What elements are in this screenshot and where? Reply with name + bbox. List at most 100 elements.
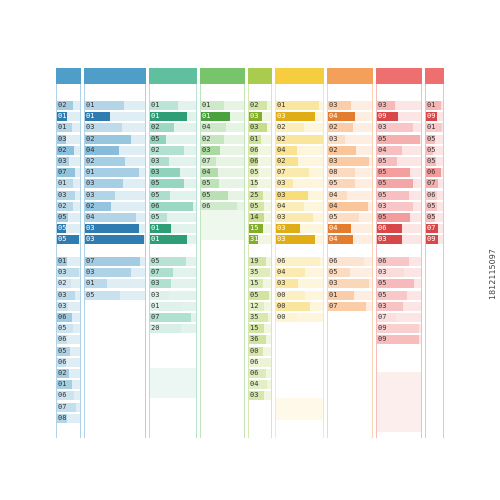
cell-bar-col-a-seg1-8	[57, 191, 75, 200]
cell-number-col-f-seg1-5: 02	[277, 157, 286, 165]
cell-number-col-e-seg2-7: 36	[250, 335, 259, 343]
cell-number-col-h-seg2-4: 03	[378, 302, 387, 310]
cell-bar-col-d-seg1-1	[201, 112, 230, 121]
cell-number-col-h-seg2-5: 07	[378, 313, 387, 321]
cell-number-col-h-seg1-4: 04	[378, 146, 387, 154]
cell-number-col-e-seg1-10: 14	[250, 213, 259, 221]
cell-bar-col-g-seg1-4	[328, 146, 356, 155]
cell-number-col-a-seg1-7: 01	[58, 179, 67, 187]
empty-block-0	[150, 368, 196, 398]
cell-number-col-e-seg2-5: 35	[250, 313, 259, 321]
cell-bar-col-a-seg1-12	[57, 235, 79, 244]
cell-bar-col-c-seg1-5	[150, 157, 169, 166]
column-guide-col-b-l	[84, 84, 85, 438]
cell-bar-col-b-seg2-3	[85, 291, 120, 300]
cell-bar-col-e-seg2-8	[249, 347, 263, 356]
cell-number-col-e-seg1-9: 05	[250, 202, 259, 210]
cell-bar-col-f-seg2-1	[276, 268, 305, 277]
cell-number-col-b-seg1-5: 02	[86, 157, 95, 165]
cell-number-col-f-seg1-1: 03	[277, 112, 286, 120]
column-guide-col-c-l	[149, 84, 150, 438]
cell-number-col-h-seg2-6: 09	[378, 324, 387, 332]
cell-bar-col-h-seg1-2	[377, 123, 413, 132]
cell-number-col-h-seg2-7: 09	[378, 335, 387, 343]
cell-number-col-g-seg1-9: 04	[329, 202, 338, 210]
cell-number-col-a-seg2-10: 02	[58, 369, 67, 377]
header-bar-col-c	[149, 68, 197, 84]
cell-bar-col-e-seg1-12	[249, 235, 258, 244]
cell-number-col-e-seg1-7: 15	[250, 179, 259, 187]
cell-bar-col-b-seg1-11	[85, 224, 139, 233]
cell-number-col-i-seg1-9: 05	[427, 202, 436, 210]
cell-number-col-f-seg2-1: 04	[277, 268, 286, 276]
cell-number-col-h-seg1-11: 06	[378, 224, 387, 232]
cell-bg-col-g-seg1-8	[328, 191, 372, 200]
cell-bar-col-h-seg1-7	[377, 179, 413, 188]
cell-bar-col-g-seg1-3	[328, 135, 345, 144]
cell-number-col-f-seg1-0: 01	[277, 101, 286, 109]
cell-number-col-c-seg1-9: 06	[151, 202, 160, 210]
cell-number-col-g-seg2-0: 06	[329, 257, 338, 265]
cell-bg-col-c-seg1-5	[150, 157, 196, 166]
cell-number-col-h-seg1-1: 09	[378, 112, 387, 120]
cell-bar-col-e-seg1-2	[249, 123, 267, 132]
cell-bar-col-f-seg1-7	[276, 179, 293, 188]
cell-bar-col-c-seg1-9	[150, 202, 193, 211]
cell-bar-col-c-seg1-7	[150, 179, 184, 188]
cell-bar-col-b-seg2-1	[85, 268, 131, 277]
cell-number-col-b-seg1-8: 03	[86, 191, 95, 199]
cell-number-col-e-seg2-10: 06	[250, 369, 259, 377]
cell-bg-col-a-seg1-3	[57, 135, 80, 144]
cell-number-col-d-seg1-3: 02	[202, 135, 211, 143]
cell-bar-col-c-seg1-1	[150, 112, 187, 121]
cell-number-col-b-seg2-2: 01	[86, 279, 95, 287]
cell-bar-col-h-seg1-8	[377, 191, 409, 200]
cell-bar-col-b-seg1-2	[85, 123, 122, 132]
cell-bg-col-f-seg1-5	[276, 157, 323, 166]
cell-number-col-b-seg1-2: 03	[86, 123, 95, 131]
cell-bar-col-a-seg2-4	[57, 302, 68, 311]
cell-number-col-f-seg1-7: 03	[277, 179, 286, 187]
cell-bar-col-h-seg1-6	[377, 168, 410, 177]
cell-number-col-e-seg2-1: 35	[250, 268, 259, 276]
column-guide-col-d-l	[200, 84, 201, 438]
cell-bar-col-a-seg2-0	[57, 257, 67, 266]
cell-bar-col-f-seg1-3	[276, 135, 323, 144]
cell-number-col-g-seg1-12: 04	[329, 235, 338, 243]
cell-bar-col-e-seg2-1	[249, 268, 270, 277]
cell-bar-col-e-seg2-6	[249, 324, 264, 333]
cell-bar-col-a-seg2-11	[57, 380, 72, 389]
column-guide-col-a-r	[80, 84, 81, 438]
cell-number-col-e-seg1-11: 15	[250, 224, 259, 232]
cell-number-col-c-seg1-5: 03	[151, 157, 160, 165]
cell-number-col-g-seg1-10: 05	[329, 213, 338, 221]
cell-number-col-i-seg1-2: 01	[427, 123, 436, 131]
cell-number-col-c-seg1-0: 01	[151, 101, 160, 109]
cell-bg-col-a-seg2-9	[57, 358, 80, 367]
cell-bg-col-a-seg2-4	[57, 302, 80, 311]
header-bar-col-b	[84, 68, 146, 84]
column-guide-col-g-r	[372, 84, 373, 438]
cell-bg-col-e-seg1-4	[249, 146, 271, 155]
cell-bar-col-d-seg1-5	[201, 157, 216, 166]
cell-number-col-i-seg1-8: 06	[427, 191, 436, 199]
cell-bg-col-b-seg1-1	[85, 112, 145, 121]
cell-number-col-a-seg2-13: 07	[58, 403, 67, 411]
cell-number-col-c-seg2-3: 03	[151, 291, 160, 299]
cell-bar-col-b-seg2-2	[85, 279, 107, 288]
column-guide-col-d-r	[244, 84, 245, 438]
header-bar-col-g	[327, 68, 373, 84]
cell-bar-col-c-seg1-6	[150, 168, 180, 177]
cell-number-col-b-seg1-11: 03	[86, 224, 95, 232]
cell-number-col-d-seg1-6: 04	[202, 168, 211, 176]
cell-bg-col-h-seg1-5	[377, 157, 421, 166]
cell-number-col-i-seg1-10: 05	[427, 213, 436, 221]
cell-bar-col-h-seg1-5	[377, 157, 397, 166]
cell-bar-col-g-seg1-2	[328, 123, 353, 132]
cell-bar-col-i-seg1-9	[426, 202, 437, 211]
cell-bar-col-f-seg1-9	[276, 202, 304, 211]
empty-block-1	[276, 398, 323, 420]
cell-bar-col-g-seg2-0	[328, 257, 364, 266]
cell-bar-col-e-seg2-0	[249, 257, 266, 266]
column-guide-col-h-l	[376, 84, 377, 438]
